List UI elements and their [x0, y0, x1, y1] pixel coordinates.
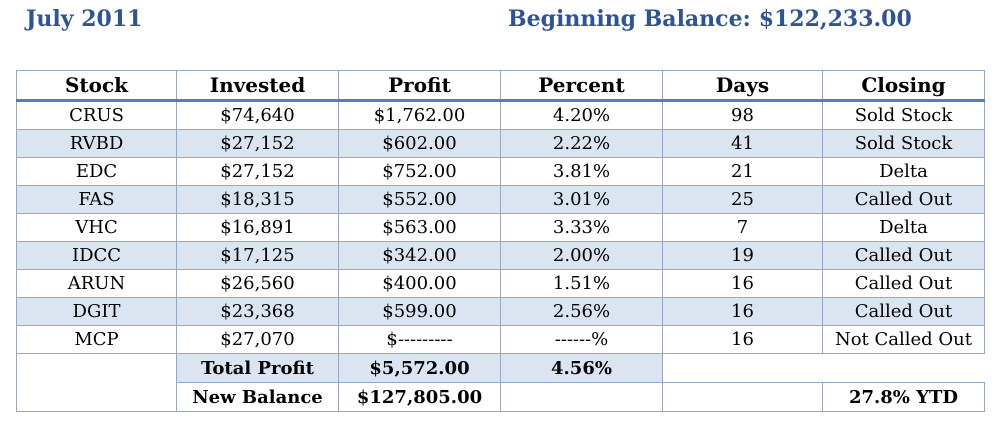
total-blank-cell [16, 353, 177, 383]
beginning-balance-label: Beginning Balance: [508, 6, 751, 32]
cell-invested: $26,560 [176, 269, 339, 298]
cell-profit: $563.00 [338, 213, 501, 242]
cell-profit: $400.00 [338, 269, 501, 298]
total-empty-cell [662, 353, 985, 383]
cell-profit: $--------- [338, 325, 501, 354]
col-header-profit: Profit [338, 70, 501, 102]
cell-closing: Called Out [822, 269, 985, 298]
total-profit-row: Total Profit $5,572.00 4.56% [16, 353, 985, 383]
cell-closing: Sold Stock [822, 129, 985, 158]
cell-profit: $602.00 [338, 129, 501, 158]
cell-invested: $16,891 [176, 213, 339, 242]
col-header-closing: Closing [822, 70, 985, 102]
cell-closing: Called Out [822, 241, 985, 270]
cell-invested: $17,125 [176, 241, 339, 270]
total-profit-value: $5,572.00 [338, 353, 501, 383]
col-header-stock: Stock [16, 70, 177, 102]
cell-profit: $342.00 [338, 241, 501, 270]
month-title: July 2011 [26, 6, 143, 32]
cell-percent: 2.00% [500, 241, 663, 270]
cell-percent: 3.01% [500, 185, 663, 214]
cell-closing: Called Out [822, 297, 985, 326]
table-header-row: Stock Invested Profit Percent Days Closi… [16, 70, 985, 102]
new-balance-row: New Balance $127,805.00 27.8% YTD [16, 382, 985, 412]
table-row: FAS $18,315 $552.00 3.01% 25 Called Out [16, 185, 985, 214]
newbal-empty-1 [500, 382, 663, 412]
table-row: DGIT $23,368 $599.00 2.56% 16 Called Out [16, 297, 985, 326]
newbal-empty-2 [662, 382, 823, 412]
new-balance-value: $127,805.00 [338, 382, 501, 412]
cell-percent: 2.22% [500, 129, 663, 158]
newbal-blank-cell [16, 382, 177, 412]
beginning-balance: Beginning Balance: $122,233.00 [508, 6, 912, 32]
cell-profit: $752.00 [338, 157, 501, 186]
cell-stock: RVBD [16, 129, 177, 158]
cell-days: 19 [662, 241, 823, 270]
cell-days: 16 [662, 325, 823, 354]
table-row: IDCC $17,125 $342.00 2.00% 19 Called Out [16, 241, 985, 270]
cell-stock: CRUS [16, 100, 177, 130]
cell-closing: Delta [822, 157, 985, 186]
cell-stock: IDCC [16, 241, 177, 270]
cell-closing: Sold Stock [822, 100, 985, 130]
total-percent: 4.56% [500, 353, 663, 383]
cell-invested: $18,315 [176, 185, 339, 214]
cell-stock: MCP [16, 325, 177, 354]
table-row: EDC $27,152 $752.00 3.81% 21 Delta [16, 157, 985, 186]
total-profit-label: Total Profit [176, 353, 339, 383]
cell-days: 41 [662, 129, 823, 158]
cell-profit: $552.00 [338, 185, 501, 214]
cell-invested: $27,070 [176, 325, 339, 354]
cell-percent: 3.33% [500, 213, 663, 242]
cell-percent: ------% [500, 325, 663, 354]
table-row: CRUS $74,640 $1,762.00 4.20% 98 Sold Stock [16, 100, 985, 130]
cell-stock: DGIT [16, 297, 177, 326]
cell-closing: Not Called Out [822, 325, 985, 354]
cell-percent: 3.81% [500, 157, 663, 186]
cell-stock: EDC [16, 157, 177, 186]
cell-days: 98 [662, 100, 823, 130]
cell-invested: $27,152 [176, 157, 339, 186]
cell-days: 25 [662, 185, 823, 214]
cell-stock: FAS [16, 185, 177, 214]
cell-profit: $599.00 [338, 297, 501, 326]
cell-stock: ARUN [16, 269, 177, 298]
beginning-balance-value: $122,233.00 [758, 6, 912, 32]
table-row: VHC $16,891 $563.00 3.33% 7 Delta [16, 213, 985, 242]
cell-days: 16 [662, 297, 823, 326]
cell-invested: $23,368 [176, 297, 339, 326]
col-header-days: Days [662, 70, 823, 102]
table-row: MCP $27,070 $--------- ------% 16 Not Called … [16, 325, 985, 354]
table-row: ARUN $26,560 $400.00 1.51% 16 Called Out [16, 269, 985, 298]
new-balance-label: New Balance [176, 382, 339, 412]
col-header-invested: Invested [176, 70, 339, 102]
cell-closing: Delta [822, 213, 985, 242]
cell-closing: Called Out [822, 185, 985, 214]
cell-invested: $27,152 [176, 129, 339, 158]
cell-profit: $1,762.00 [338, 100, 501, 130]
col-header-percent: Percent [500, 70, 663, 102]
cell-percent: 2.56% [500, 297, 663, 326]
cell-days: 21 [662, 157, 823, 186]
cell-invested: $74,640 [176, 100, 339, 130]
cell-percent: 4.20% [500, 100, 663, 130]
cell-days: 16 [662, 269, 823, 298]
cell-days: 7 [662, 213, 823, 242]
table-row: RVBD $27,152 $602.00 2.22% 41 Sold Stock [16, 129, 985, 158]
cell-percent: 1.51% [500, 269, 663, 298]
stock-table: Stock Invested Profit Percent Days Closi… [16, 70, 985, 412]
cell-stock: VHC [16, 213, 177, 242]
ytd-value: 27.8% YTD [822, 382, 985, 412]
